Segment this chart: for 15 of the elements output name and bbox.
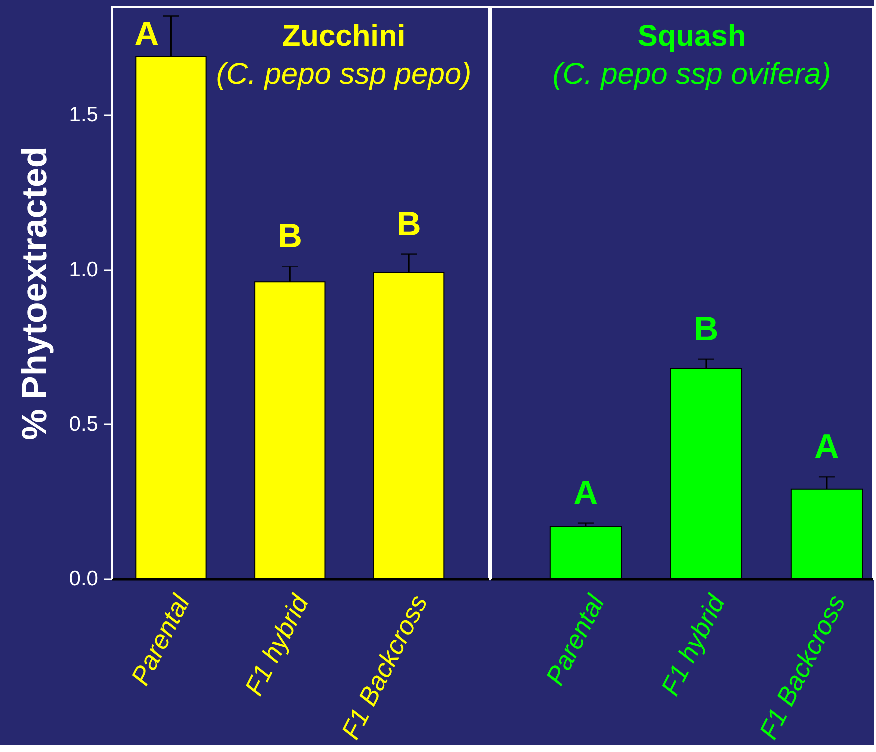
y-tick-label: 1.0 [69,258,98,282]
y-tick-label: 1.5 [69,104,98,127]
y-tick-label: 0.0 [69,568,98,590]
annotation: B [396,205,422,244]
chart-title: Zucchini [282,20,406,53]
annotation: A [814,428,840,466]
annotation: A [574,474,598,512]
text: (C. pepo ssp pepo) [216,58,472,91]
y-tick-label: 0.5 [69,412,98,436]
annotation: A [134,15,160,54]
chart-title: Squash [638,20,746,53]
annotation: B [278,218,302,256]
text: (C. pepo ssp ovifera) [552,58,832,91]
y-axis-title: % Phytoextracted [15,146,54,440]
annotation: B [694,310,719,348]
